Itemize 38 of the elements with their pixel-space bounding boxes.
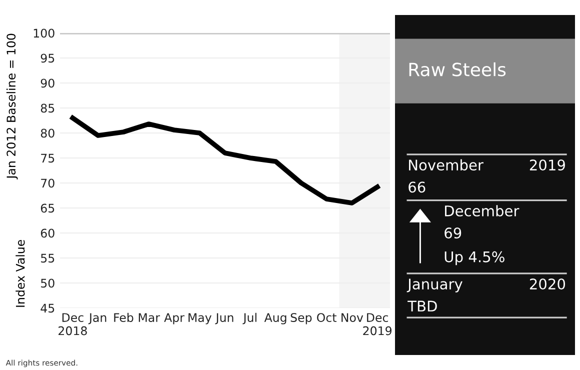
text: 2020 (530, 278, 566, 290)
line-series (70, 116, 380, 206)
x-tick-label: Mar (138, 313, 160, 322)
y-axis-title: Index Value (16, 240, 25, 307)
x-tick-label: Feb (114, 312, 134, 322)
text: December (445, 205, 520, 216)
text: November (409, 159, 484, 171)
text: 2019 (530, 160, 565, 171)
x-tick-label: Jul (242, 312, 256, 324)
y-tick-label: 50 (41, 278, 54, 288)
x-tick-label: Sep (290, 313, 312, 324)
x-tick-label: Oct (316, 313, 336, 322)
text: Up 4.5% (444, 251, 504, 266)
x-tick-label: Dec 2019 (363, 313, 392, 336)
x-tick-label: May (188, 313, 212, 324)
x-tick-label: Nov (342, 313, 364, 322)
x-tick-label: Jan (88, 313, 106, 324)
y-tick-label: 75 (41, 154, 54, 163)
x-tick-label: Jun (215, 313, 234, 324)
x-tick-label: Dec 2018 (58, 313, 87, 336)
y-tick-label: 80 (40, 128, 54, 138)
x-tick-label: Aug (264, 313, 286, 324)
y-tick-label: 90 (40, 78, 54, 88)
text: Jan 2012 Baseline = 100 (6, 34, 18, 180)
y-tick-label: 85 (40, 104, 54, 113)
x-tick-label: Apr (164, 313, 184, 324)
y-tick-label: 70 (41, 178, 54, 188)
y-tick-label: 45 (40, 304, 54, 313)
y-tick-label: 60 (40, 228, 54, 238)
y-tick-label: 55 (41, 254, 54, 263)
y-tick-label: 95 (40, 54, 54, 63)
text: TBD (408, 300, 437, 312)
y-tick-label: 100 (34, 28, 54, 38)
text: Raw Steels (409, 62, 506, 76)
y-tick-label: 65 (40, 204, 54, 213)
text: January (406, 278, 462, 292)
text: 66 (408, 182, 426, 193)
text: 69 (444, 228, 462, 239)
